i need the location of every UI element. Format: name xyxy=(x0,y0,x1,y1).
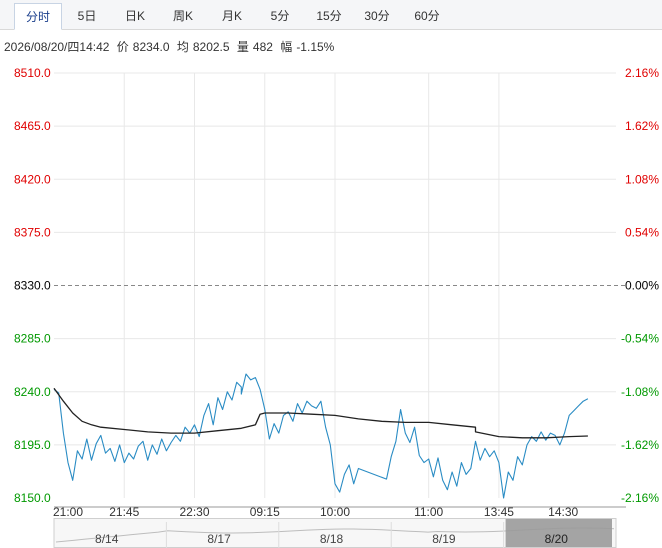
navigator-date: 8/19 xyxy=(432,532,456,546)
y-tick-right: -2.16% xyxy=(621,491,659,505)
tab-2[interactable]: 日K xyxy=(124,9,145,23)
price-line xyxy=(53,373,589,499)
info-avg-label: 均 xyxy=(176,40,189,54)
x-tick-label: 21:45 xyxy=(109,505,139,517)
y-tick-right: -0.54% xyxy=(621,332,659,346)
date-navigator[interactable]: 8/14 8/17 8/18 8/19 8/20 xyxy=(0,518,662,548)
navigator-date: 8/20 xyxy=(545,532,569,546)
x-tick-label: 10:00 xyxy=(320,505,350,517)
navigator-date: 8/14 xyxy=(95,532,119,546)
info-change: -1.15% xyxy=(296,40,335,54)
info-avg: 8202.5 xyxy=(192,40,230,54)
x-tick-label: 14:30 xyxy=(548,505,578,517)
navigator-date: 8/18 xyxy=(320,532,344,546)
navigator-date: 8/17 xyxy=(207,532,231,546)
x-tick-label: 09:15 xyxy=(250,505,280,517)
x-tick-label: 21:00 xyxy=(53,505,83,517)
info-datetime: 2026/08/20/四14:42 xyxy=(4,40,110,54)
y-tick-right: -1.08% xyxy=(621,385,659,399)
navigator-selection xyxy=(505,519,612,547)
y-tick-right: 0.00% xyxy=(625,279,659,293)
x-tick-label: 11:00 xyxy=(414,505,443,517)
y-tick-left: 8465.0 xyxy=(14,119,51,133)
average-price-line xyxy=(53,387,588,439)
y-tick-right: 1.62% xyxy=(625,119,659,133)
quote-info-bar: 2026/08/20/四14:42 价 8234.0 均 8202.5 量 482 幅… xyxy=(4,38,338,55)
y-tick-left: 8195.0 xyxy=(14,438,51,452)
tab-6[interactable]: 15分 xyxy=(316,9,342,23)
y-tick-left: 8285.0 xyxy=(14,332,51,346)
tab-1[interactable]: 5日 xyxy=(77,9,97,23)
y-tick-right: 2.16% xyxy=(625,66,659,80)
info-price: 8234.0 xyxy=(132,40,170,54)
tab-7[interactable]: 30分 xyxy=(364,9,390,23)
tab-0[interactable]: 分时 xyxy=(14,3,62,30)
y-tick-right: 0.54% xyxy=(625,225,659,239)
y-tick-left: 8240.0 xyxy=(14,385,51,399)
info-price-label: 价 xyxy=(116,40,129,54)
intraday-chart[interactable]: 8510.0 2.16% 8465.0 1.62% 8420.0 1.08% 8375.0 0… xyxy=(0,55,662,517)
y-tick-left: 8150.0 xyxy=(14,491,51,505)
tab-3[interactable]: 周K xyxy=(172,9,193,23)
period-tab-bar: 分时 5日 日K 周K 月K 5分 15分 30分 60分 xyxy=(0,0,662,30)
tab-8[interactable]: 60分 xyxy=(414,9,440,23)
info-volume-label: 量 xyxy=(236,40,249,54)
y-tick-right: 1.08% xyxy=(625,172,659,186)
tab-5[interactable]: 5分 xyxy=(270,9,290,23)
y-tick-left: 8420.0 xyxy=(14,172,51,186)
y-tick-left: 8375.0 xyxy=(14,225,51,239)
info-volume: 482 xyxy=(252,40,273,54)
y-tick-left: 8330.0 xyxy=(14,279,51,293)
info-change-label: 幅 xyxy=(280,40,293,54)
y-tick-left: 8510.0 xyxy=(14,66,51,80)
tab-4[interactable]: 月K xyxy=(221,9,242,23)
x-tick-label: 13:45 xyxy=(484,505,514,517)
y-tick-right: -1.62% xyxy=(621,438,659,452)
x-tick-label: 22:30 xyxy=(179,505,209,517)
